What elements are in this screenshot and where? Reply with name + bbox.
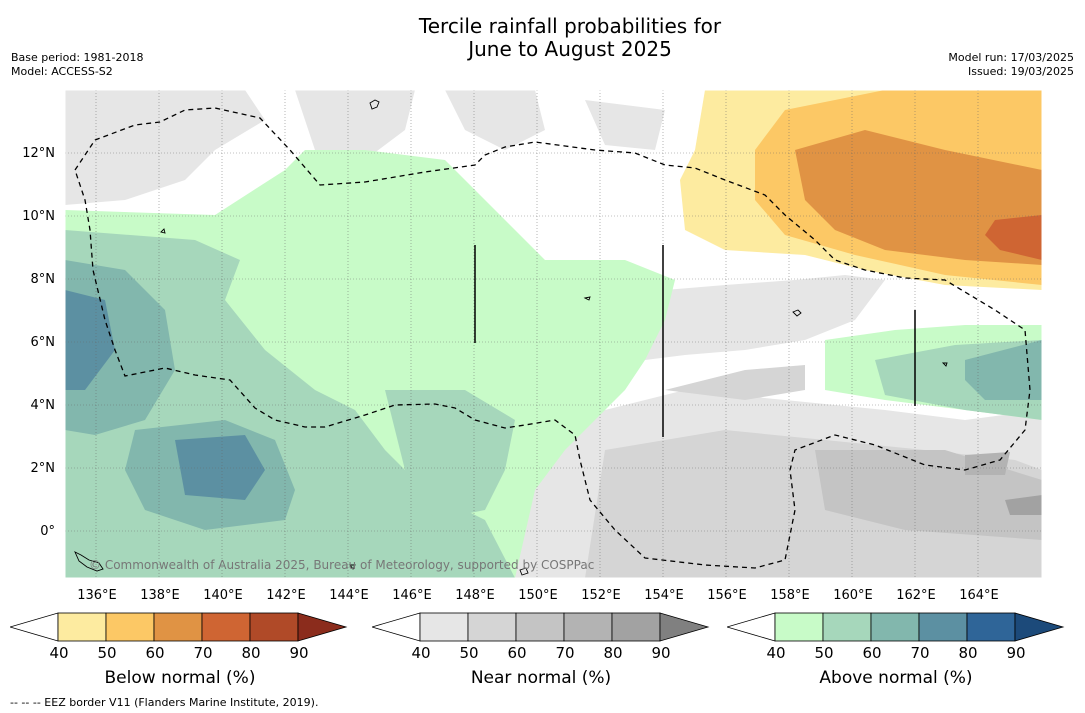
below-tick-40: 40: [49, 644, 69, 662]
x-tick-156E: 156°E: [707, 588, 747, 603]
y-tick-12N: 12°N: [22, 146, 55, 161]
x-tick-144E: 144°E: [329, 588, 369, 603]
colorbar-bin: [249, 612, 299, 642]
colorbar-bin: [57, 612, 107, 642]
eez-footnote: -- -- -- EEZ border V11 (Flanders Marine…: [10, 696, 319, 709]
x-tick-136E: 136°E: [77, 588, 117, 603]
colorbar-bin: [201, 612, 251, 642]
colorbar-bin: [153, 612, 203, 642]
copyright-credit: © Commonwealth of Australia 2025, Bureau…: [89, 558, 595, 572]
y-tick-0: 0°: [40, 524, 55, 539]
colorbar-bin: [515, 612, 565, 642]
near-tick-70: 70: [555, 644, 575, 662]
colorbar-high-extend: [659, 612, 710, 642]
near-tick-80: 80: [603, 644, 623, 662]
x-tick-154E: 154°E: [644, 588, 684, 603]
y-tick-8N: 8°N: [30, 272, 56, 287]
below-normal-region: [680, 90, 1042, 290]
x-tick-158E: 158°E: [770, 588, 810, 603]
map-title-line1: Tercile rainfall probabilities for: [418, 14, 722, 38]
below-tick-90: 90: [289, 644, 309, 662]
colorbar-bin: [822, 612, 872, 642]
x-tick-148E: 148°E: [455, 588, 495, 603]
below-tick-50: 50: [97, 644, 117, 662]
near-normal-colorbar: [372, 612, 710, 642]
rainfall-map: [65, 90, 1042, 578]
marker-lines: [474, 245, 916, 437]
above-tick-50: 50: [814, 644, 834, 662]
below-tick-70: 70: [193, 644, 213, 662]
near-normal-label: Near normal (%): [470, 668, 612, 688]
colorbar-high-extend: [1014, 612, 1065, 642]
x-tick-142E: 142°E: [266, 588, 306, 603]
x-tick-150E: 150°E: [518, 588, 558, 603]
map-title-line2: June to August 2025: [468, 37, 672, 61]
above-normal-label: Above normal (%): [819, 668, 973, 688]
above-tick-40: 40: [766, 644, 786, 662]
below-normal-colorbar: [10, 612, 348, 642]
x-tick-164E: 164°E: [959, 588, 999, 603]
below-normal-label: Below normal (%): [104, 668, 256, 688]
y-tick-10N: 10°N: [22, 209, 55, 224]
near-tick-60: 60: [507, 644, 527, 662]
colorbar-low-extend: [372, 612, 421, 642]
colorbar-bin: [774, 612, 824, 642]
colorbar-bin: [419, 612, 469, 642]
colorbar-bin: [870, 612, 920, 642]
x-tick-146E: 146°E: [392, 588, 432, 603]
x-tick-162E: 162°E: [896, 588, 936, 603]
islands: [74, 99, 948, 576]
colorbar-high-extend: [297, 612, 348, 642]
colorbar-bin: [563, 612, 613, 642]
x-tick-138E: 138°E: [140, 588, 180, 603]
y-tick-2N: 2°N: [30, 461, 56, 476]
above-normal-colorbar: [727, 612, 1065, 642]
colorbar-low-extend: [727, 612, 776, 642]
colorbar-bin: [105, 612, 155, 642]
near-tick-50: 50: [459, 644, 479, 662]
below-tick-60: 60: [145, 644, 165, 662]
x-tick-152E: 152°E: [581, 588, 621, 603]
x-tick-160E: 160°E: [833, 588, 873, 603]
colorbar-bin: [467, 612, 517, 642]
eez-border: [74, 107, 1031, 569]
above-normal-region: [65, 150, 1042, 578]
colorbar-bin: [611, 612, 661, 642]
near-tick-40: 40: [411, 644, 431, 662]
colorbar-low-extend: [10, 612, 59, 642]
map-gridlines: [65, 90, 1042, 578]
above-tick-60: 60: [862, 644, 882, 662]
colorbar-bin: [918, 612, 968, 642]
issued-date: Issued: 19/03/2025: [967, 65, 1074, 78]
below-tick-80: 80: [241, 644, 261, 662]
above-tick-90: 90: [1006, 644, 1026, 662]
above-tick-70: 70: [910, 644, 930, 662]
base-period: Base period: 1981-2018: [11, 51, 144, 64]
colorbar-bin: [966, 612, 1016, 642]
model-run: Model run: 17/03/2025: [948, 51, 1074, 64]
x-tick-140E: 140°E: [203, 588, 243, 603]
y-tick-4N: 4°N: [30, 398, 56, 413]
near-tick-90: 90: [651, 644, 671, 662]
above-tick-80: 80: [958, 644, 978, 662]
y-tick-6N: 6°N: [30, 335, 56, 350]
model-name: Model: ACCESS-S2: [11, 65, 113, 78]
